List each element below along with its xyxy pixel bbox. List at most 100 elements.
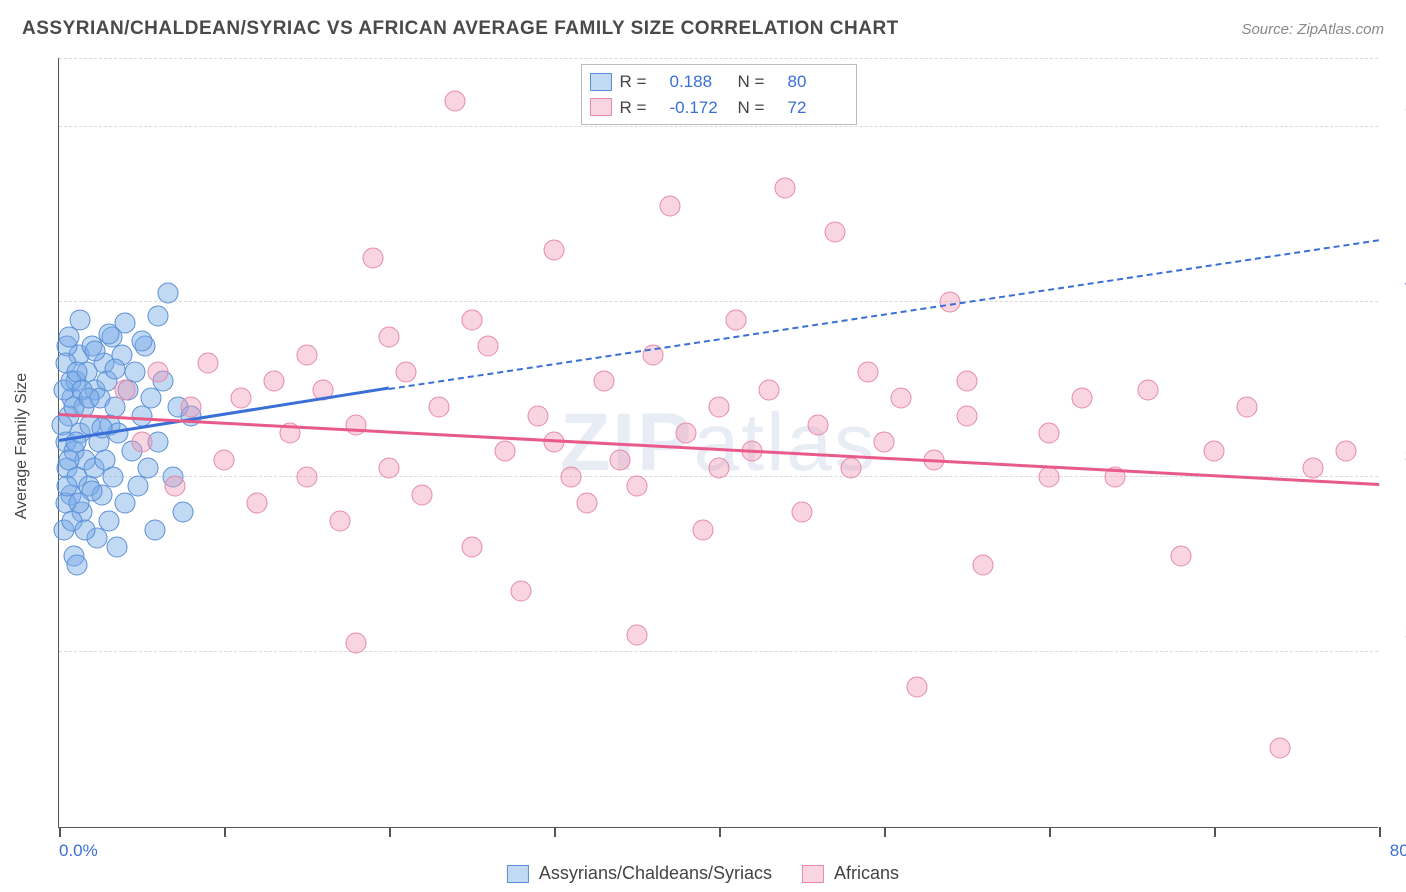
scatter-point: [85, 341, 106, 362]
scatter-point: [544, 239, 565, 260]
scatter-point: [1270, 738, 1291, 759]
x-tick: [884, 827, 886, 837]
scatter-point: [362, 248, 383, 269]
scatter-point: [105, 358, 126, 379]
scatter-point: [445, 90, 466, 111]
legend-r-label: R =: [620, 69, 662, 95]
scatter-point: [791, 502, 812, 523]
bottom-legend: Assyrians/Chaldeans/Syriacs Africans: [507, 863, 899, 884]
legend-r-label: R =: [620, 95, 662, 121]
scatter-point: [494, 440, 515, 461]
scatter-point: [263, 370, 284, 391]
scatter-point: [115, 313, 136, 334]
scatter-point: [346, 633, 367, 654]
chart-title: ASSYRIAN/CHALDEAN/SYRIAC VS AFRICAN AVER…: [22, 18, 899, 40]
scatter-point: [511, 580, 532, 601]
scatter-point: [141, 388, 162, 409]
legend-r-value: 0.188: [670, 69, 730, 95]
scatter-point: [1336, 440, 1357, 461]
legend-swatch: [802, 865, 824, 883]
scatter-point: [379, 327, 400, 348]
scatter-point: [214, 449, 235, 470]
scatter-point: [138, 458, 159, 479]
scatter-point: [1039, 423, 1060, 444]
scatter-point: [610, 449, 631, 470]
y-tick-label: 3.00: [1386, 447, 1406, 467]
scatter-point: [956, 370, 977, 391]
scatter-point: [907, 677, 928, 698]
scatter-point: [379, 458, 400, 479]
gridline-h: [59, 301, 1378, 302]
scatter-point: [1204, 440, 1225, 461]
scatter-point: [725, 309, 746, 330]
scatter-point: [131, 330, 152, 351]
x-tick: [224, 827, 226, 837]
chart-container: ASSYRIAN/CHALDEAN/SYRIAC VS AFRICAN AVER…: [0, 0, 1406, 892]
y-tick-label: 5.00: [1386, 97, 1406, 117]
scatter-point: [527, 405, 548, 426]
scatter-point: [461, 309, 482, 330]
legend-swatch: [590, 98, 612, 116]
scatter-point: [626, 624, 647, 645]
scatter-point: [115, 493, 136, 514]
scatter-point: [164, 475, 185, 496]
scatter-point: [131, 432, 152, 453]
scatter-point: [758, 379, 779, 400]
scatter-point: [709, 458, 730, 479]
scatter-point: [98, 510, 119, 531]
scatter-point: [659, 195, 680, 216]
scatter-point: [144, 519, 165, 540]
scatter-point: [560, 467, 581, 488]
scatter-point: [230, 388, 251, 409]
legend-item: Africans: [802, 863, 899, 884]
y-tick-label: 2.00: [1386, 622, 1406, 642]
correlation-legend: R =0.188N =80R =-0.172N =72: [581, 64, 857, 125]
scatter-point: [593, 370, 614, 391]
scatter-point: [808, 414, 829, 435]
legend-label: Assyrians/Chaldeans/Syriacs: [539, 863, 772, 884]
scatter-point: [1171, 545, 1192, 566]
scatter-point: [577, 493, 598, 514]
scatter-point: [296, 467, 317, 488]
legend-item: Assyrians/Chaldeans/Syriacs: [507, 863, 772, 884]
scatter-point: [857, 362, 878, 383]
x-tick: [719, 827, 721, 837]
x-tick: [59, 827, 61, 837]
y-axis-label: Average Family Size: [13, 373, 31, 519]
scatter-point: [78, 388, 99, 409]
header: ASSYRIAN/CHALDEAN/SYRIAC VS AFRICAN AVER…: [22, 18, 1384, 40]
correlation-legend-row: R =-0.172N =72: [590, 95, 848, 121]
scatter-point: [70, 309, 91, 330]
legend-label: Africans: [834, 863, 899, 884]
scatter-point: [676, 423, 697, 444]
scatter-point: [67, 554, 88, 575]
scatter-point: [296, 344, 317, 365]
legend-n-value: 72: [788, 95, 848, 121]
plot-area: ZIPatlas 2.003.004.005.000.0%80.0%R =0.1…: [58, 58, 1378, 828]
x-tick: [554, 827, 556, 837]
scatter-point: [874, 432, 895, 453]
x-tick: [1214, 827, 1216, 837]
scatter-point: [709, 397, 730, 418]
scatter-point: [329, 510, 350, 531]
scatter-point: [1237, 397, 1258, 418]
source-label: Source: ZipAtlas.com: [1241, 21, 1384, 38]
scatter-point: [428, 397, 449, 418]
legend-swatch: [507, 865, 529, 883]
scatter-point: [890, 388, 911, 409]
gridline-h: [59, 58, 1378, 59]
scatter-point: [68, 493, 89, 514]
x-axis-start-label: 0.0%: [59, 841, 98, 861]
correlation-legend-row: R =0.188N =80: [590, 69, 848, 95]
scatter-point: [412, 484, 433, 505]
scatter-point: [461, 537, 482, 558]
scatter-point: [157, 283, 178, 304]
gridline-h: [59, 651, 1378, 652]
scatter-point: [106, 537, 127, 558]
scatter-point: [1072, 388, 1093, 409]
x-axis-end-label: 80.0%: [1390, 841, 1406, 861]
scatter-point: [1138, 379, 1159, 400]
y-tick-label: 4.00: [1386, 272, 1406, 292]
scatter-point: [148, 306, 169, 327]
legend-swatch: [590, 73, 612, 91]
